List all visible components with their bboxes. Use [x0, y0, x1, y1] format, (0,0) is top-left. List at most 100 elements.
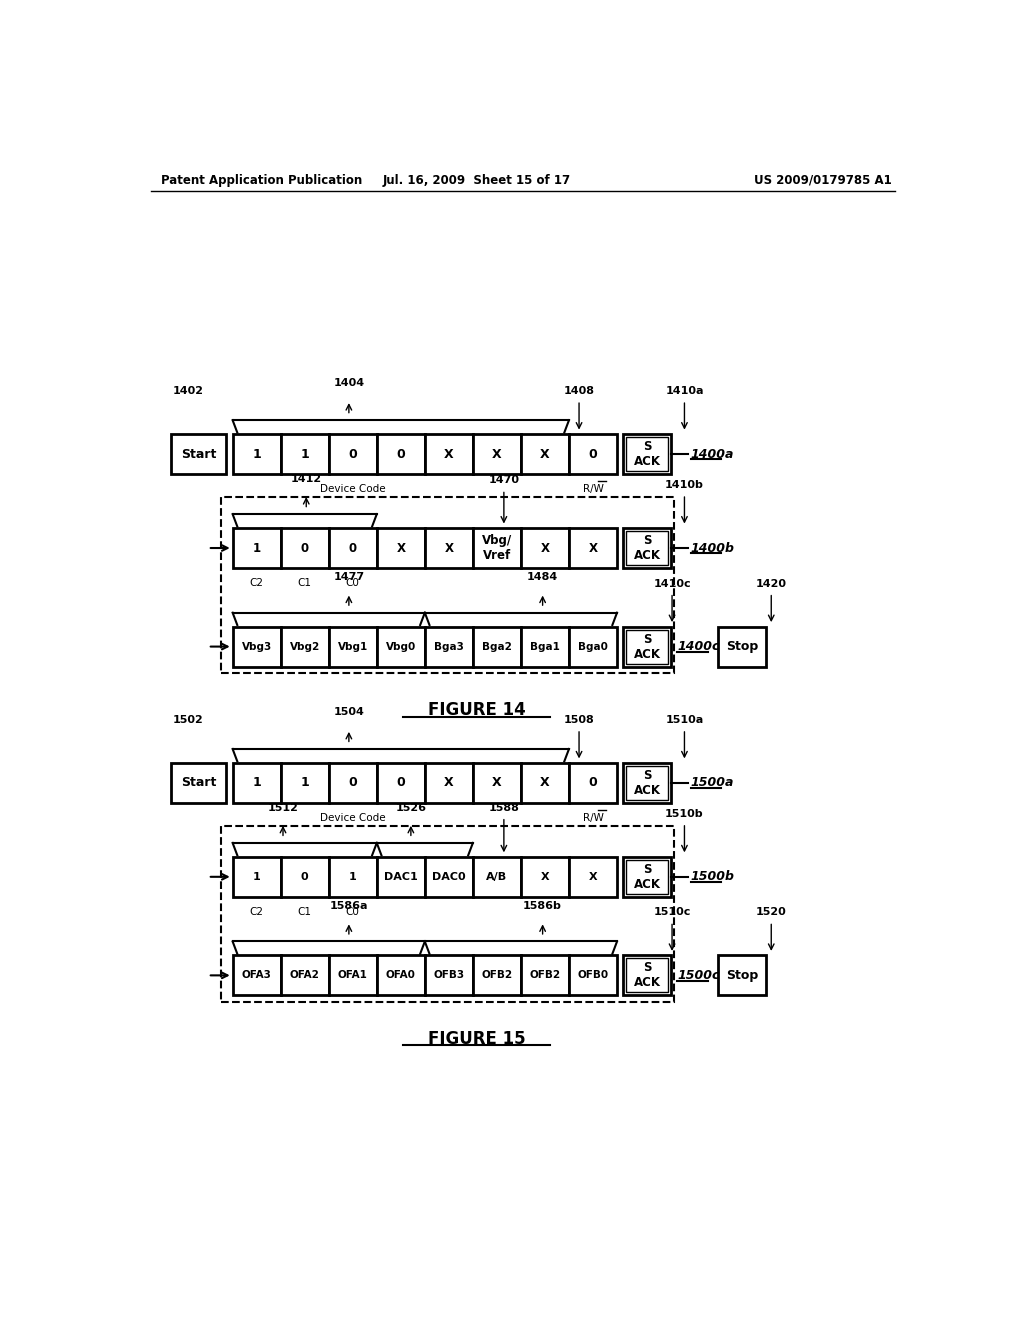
Text: 1: 1 [253, 871, 260, 882]
Text: S
ACK: S ACK [634, 632, 660, 660]
Text: Jul. 16, 2009  Sheet 15 of 17: Jul. 16, 2009 Sheet 15 of 17 [383, 174, 570, 187]
Text: C2: C2 [250, 907, 263, 917]
Text: 1420: 1420 [756, 578, 786, 589]
Text: S
ACK: S ACK [634, 768, 660, 797]
Text: 1526: 1526 [395, 803, 426, 813]
Bar [329, 857, 377, 896]
Text: 1510b: 1510b [666, 809, 703, 818]
Bar [329, 627, 377, 667]
Text: DAC1: DAC1 [384, 871, 418, 882]
Bar [281, 528, 329, 568]
Bar [624, 434, 672, 474]
Bar [425, 434, 473, 474]
Text: 1510a: 1510a [666, 715, 703, 725]
Bar [569, 763, 617, 803]
Text: Device Code: Device Code [319, 484, 386, 494]
Text: Bga3: Bga3 [434, 642, 464, 652]
Text: FIGURE 15: FIGURE 15 [428, 1030, 525, 1048]
Bar [627, 437, 669, 471]
Bar [627, 958, 669, 993]
Text: 1: 1 [252, 776, 261, 789]
Bar [627, 531, 669, 565]
Bar [232, 763, 281, 803]
Text: 0: 0 [589, 776, 597, 789]
Text: 1586b: 1586b [523, 902, 562, 911]
Text: X: X [493, 776, 502, 789]
Text: 0: 0 [396, 447, 406, 461]
Bar [377, 857, 425, 896]
Bar [473, 857, 521, 896]
Text: 0: 0 [349, 541, 356, 554]
Text: C0: C0 [346, 578, 359, 587]
Bar [232, 528, 281, 568]
Text: Start: Start [181, 776, 216, 789]
Text: OFB2: OFB2 [481, 970, 512, 981]
Bar [232, 434, 281, 474]
Bar [377, 956, 425, 995]
Bar [329, 528, 377, 568]
Bar [521, 434, 569, 474]
Text: 0: 0 [348, 776, 357, 789]
Text: 1504: 1504 [334, 708, 365, 717]
Text: 1: 1 [252, 447, 261, 461]
Text: 1: 1 [349, 871, 356, 882]
Text: Vbg3: Vbg3 [242, 642, 271, 652]
Bar [377, 528, 425, 568]
Text: 1: 1 [300, 447, 309, 461]
Text: C1: C1 [298, 907, 311, 917]
Bar [232, 857, 281, 896]
Bar [569, 434, 617, 474]
Text: OFA0: OFA0 [386, 970, 416, 981]
Text: Stop: Stop [726, 640, 758, 653]
Bar [425, 956, 473, 995]
Text: Bga1: Bga1 [530, 642, 560, 652]
Text: 1500b: 1500b [690, 870, 734, 883]
Bar [473, 956, 521, 995]
Text: 1588: 1588 [488, 803, 519, 813]
Text: 1500a: 1500a [690, 776, 734, 789]
Text: DAC0: DAC0 [432, 871, 466, 882]
Bar [329, 763, 377, 803]
Bar [627, 766, 669, 800]
Text: 0: 0 [348, 447, 357, 461]
Bar [425, 528, 473, 568]
Bar [281, 857, 329, 896]
Bar [569, 528, 617, 568]
Bar [171, 434, 226, 474]
Text: Stop: Stop [726, 969, 758, 982]
Text: X: X [444, 776, 454, 789]
Bar [473, 528, 521, 568]
Bar [232, 956, 281, 995]
Text: R/W: R/W [583, 484, 603, 494]
Text: X: X [541, 871, 549, 882]
Bar [718, 956, 766, 995]
Text: X: X [396, 541, 406, 554]
Text: 1470: 1470 [488, 475, 519, 486]
Text: FIGURE 14: FIGURE 14 [428, 701, 525, 719]
Text: 1520: 1520 [756, 907, 786, 917]
Bar [624, 857, 672, 896]
Text: S
ACK: S ACK [634, 863, 660, 891]
Text: 1500c: 1500c [678, 969, 720, 982]
Text: X: X [589, 871, 597, 882]
Text: US 2009/0179785 A1: US 2009/0179785 A1 [754, 174, 891, 187]
Text: OFA3: OFA3 [242, 970, 271, 981]
Text: 1484: 1484 [527, 573, 558, 582]
Bar [569, 627, 617, 667]
Text: S
ACK: S ACK [634, 535, 660, 562]
Bar [521, 956, 569, 995]
Text: X: X [540, 447, 550, 461]
Bar [425, 763, 473, 803]
Bar [521, 627, 569, 667]
Bar [281, 434, 329, 474]
Text: 1410c: 1410c [653, 578, 691, 589]
Bar [377, 627, 425, 667]
Bar [377, 763, 425, 803]
Bar [473, 434, 521, 474]
Text: Bga2: Bga2 [482, 642, 512, 652]
Text: 0: 0 [589, 447, 597, 461]
Text: A/B: A/B [486, 871, 508, 882]
Text: Vbg0: Vbg0 [386, 642, 416, 652]
Bar [425, 627, 473, 667]
Text: 1510c: 1510c [653, 907, 691, 917]
